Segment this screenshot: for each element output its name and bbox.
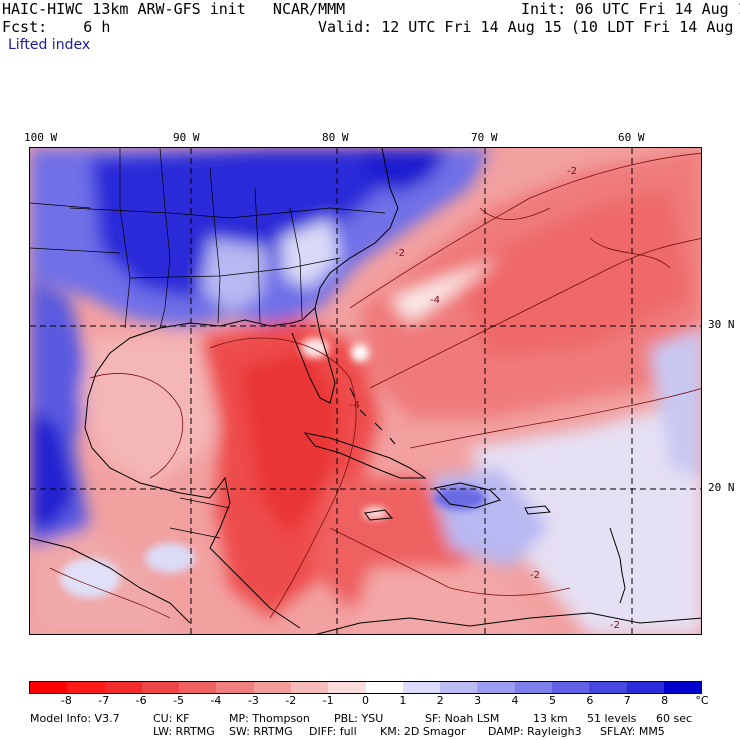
km-scheme: KM: 2D Smagor — [380, 725, 466, 738]
model-info: Model Info: V3.7 — [30, 712, 120, 725]
lat-label-30n: 30 N — [708, 318, 735, 331]
colorbar-tick-label: -4 — [210, 694, 222, 707]
colorbar-segment — [67, 682, 105, 693]
colorbar-segment — [253, 682, 291, 693]
colorbar-segment — [551, 682, 590, 693]
contour-label: -2 — [395, 248, 405, 259]
field-name: Lifted index — [8, 37, 91, 53]
map-title: HAIC-HIWC 13km ARW-GFS init NCAR/MMM — [2, 0, 346, 18]
mp-scheme: MP: Thompson — [229, 712, 310, 725]
colorbar-tick-label: 2 — [436, 694, 444, 707]
colorbar-unit: °C — [695, 694, 709, 707]
pbl-scheme: PBL: YSU — [334, 712, 384, 725]
colorbar-tick-label: 0 — [362, 694, 369, 707]
colorbar-tick-label: 6 — [586, 694, 594, 707]
lifted-index-field — [30, 148, 701, 634]
lon-label-100w: 100 W — [24, 131, 58, 144]
lifted-index-map: -2 -2 -4 -4 -2 -2 — [29, 147, 702, 635]
colorbar-segment — [402, 682, 441, 693]
colorbar-tick-label: 1 — [399, 694, 407, 707]
diff-scheme: DIFF: full — [309, 725, 357, 738]
colorbar-tick-label: -2 — [285, 694, 297, 707]
contour-label: -2 — [567, 166, 577, 177]
colorbar-segment — [290, 682, 329, 693]
colorbar-segment — [328, 682, 366, 693]
colorbar-segment — [216, 682, 254, 693]
colorbar-segment — [477, 682, 515, 693]
lifted-index-colorbar — [29, 681, 702, 694]
colorbar-segment — [440, 682, 478, 693]
colorbar-tick-label: 7 — [623, 694, 631, 707]
timestep: 60 sec — [656, 712, 693, 725]
levels: 51 levels — [587, 712, 637, 725]
colorbar-segment — [141, 682, 180, 693]
colorbar-tick-label: -3 — [247, 694, 259, 707]
state-borders — [30, 148, 386, 539]
resolution: 13 km — [533, 712, 568, 725]
colorbar-segment — [365, 682, 403, 693]
contour-label: -2 — [610, 620, 620, 631]
colorbar-tick-label: -5 — [173, 694, 185, 707]
sw-scheme: SW: RRTMG — [229, 725, 293, 738]
lon-label-80w: 80 W — [322, 131, 349, 144]
contour-label: -2 — [530, 570, 540, 581]
colorbar-tick-label: 3 — [474, 694, 482, 707]
sf-scheme: SF: Noah LSM — [425, 712, 500, 725]
colorbar-segment — [104, 682, 142, 693]
lw-scheme: LW: RRTMG — [153, 725, 215, 738]
valid-time: Valid: 12 UTC Fri 14 Aug 15 (10 LDT Fri … — [318, 18, 740, 36]
colorbar-segment — [514, 682, 552, 693]
lat-lon-grid — [30, 148, 701, 634]
colorbar-tick-label: -6 — [135, 694, 147, 707]
colorbar-segment — [626, 682, 664, 693]
forecast-hour: Fcst: 6 h — [2, 18, 111, 36]
colorbar-tick-label: 4 — [511, 694, 519, 707]
cu-scheme: CU: KF — [153, 712, 190, 725]
lon-label-90w: 90 W — [173, 131, 200, 144]
damp-scheme: DAMP: Rayleigh3 — [488, 725, 582, 738]
contour-label: -4 — [430, 295, 440, 306]
init-time: Init: 06 UTC Fri 14 Aug 15 — [521, 0, 740, 18]
colorbar-tick-label: -1 — [322, 694, 334, 707]
lon-label-60w: 60 W — [618, 131, 645, 144]
colorbar-tick-label: -7 — [98, 694, 110, 707]
lat-label-20n: 20 N — [708, 481, 735, 494]
coastlines — [30, 148, 701, 634]
colorbar-tick-label: 8 — [661, 694, 669, 707]
lon-label-70w: 70 W — [471, 131, 498, 144]
colorbar-tick-label: 5 — [548, 694, 556, 707]
sflay-scheme: SFLAY: MM5 — [600, 725, 665, 738]
colorbar-segment — [30, 682, 68, 693]
contour-lines — [49, 152, 701, 619]
colorbar-segment — [589, 682, 627, 693]
colorbar-segment — [663, 682, 702, 693]
colorbar-segment — [179, 682, 217, 693]
contour-label: -4 — [350, 400, 360, 411]
colorbar-tick-label: -8 — [60, 694, 72, 707]
